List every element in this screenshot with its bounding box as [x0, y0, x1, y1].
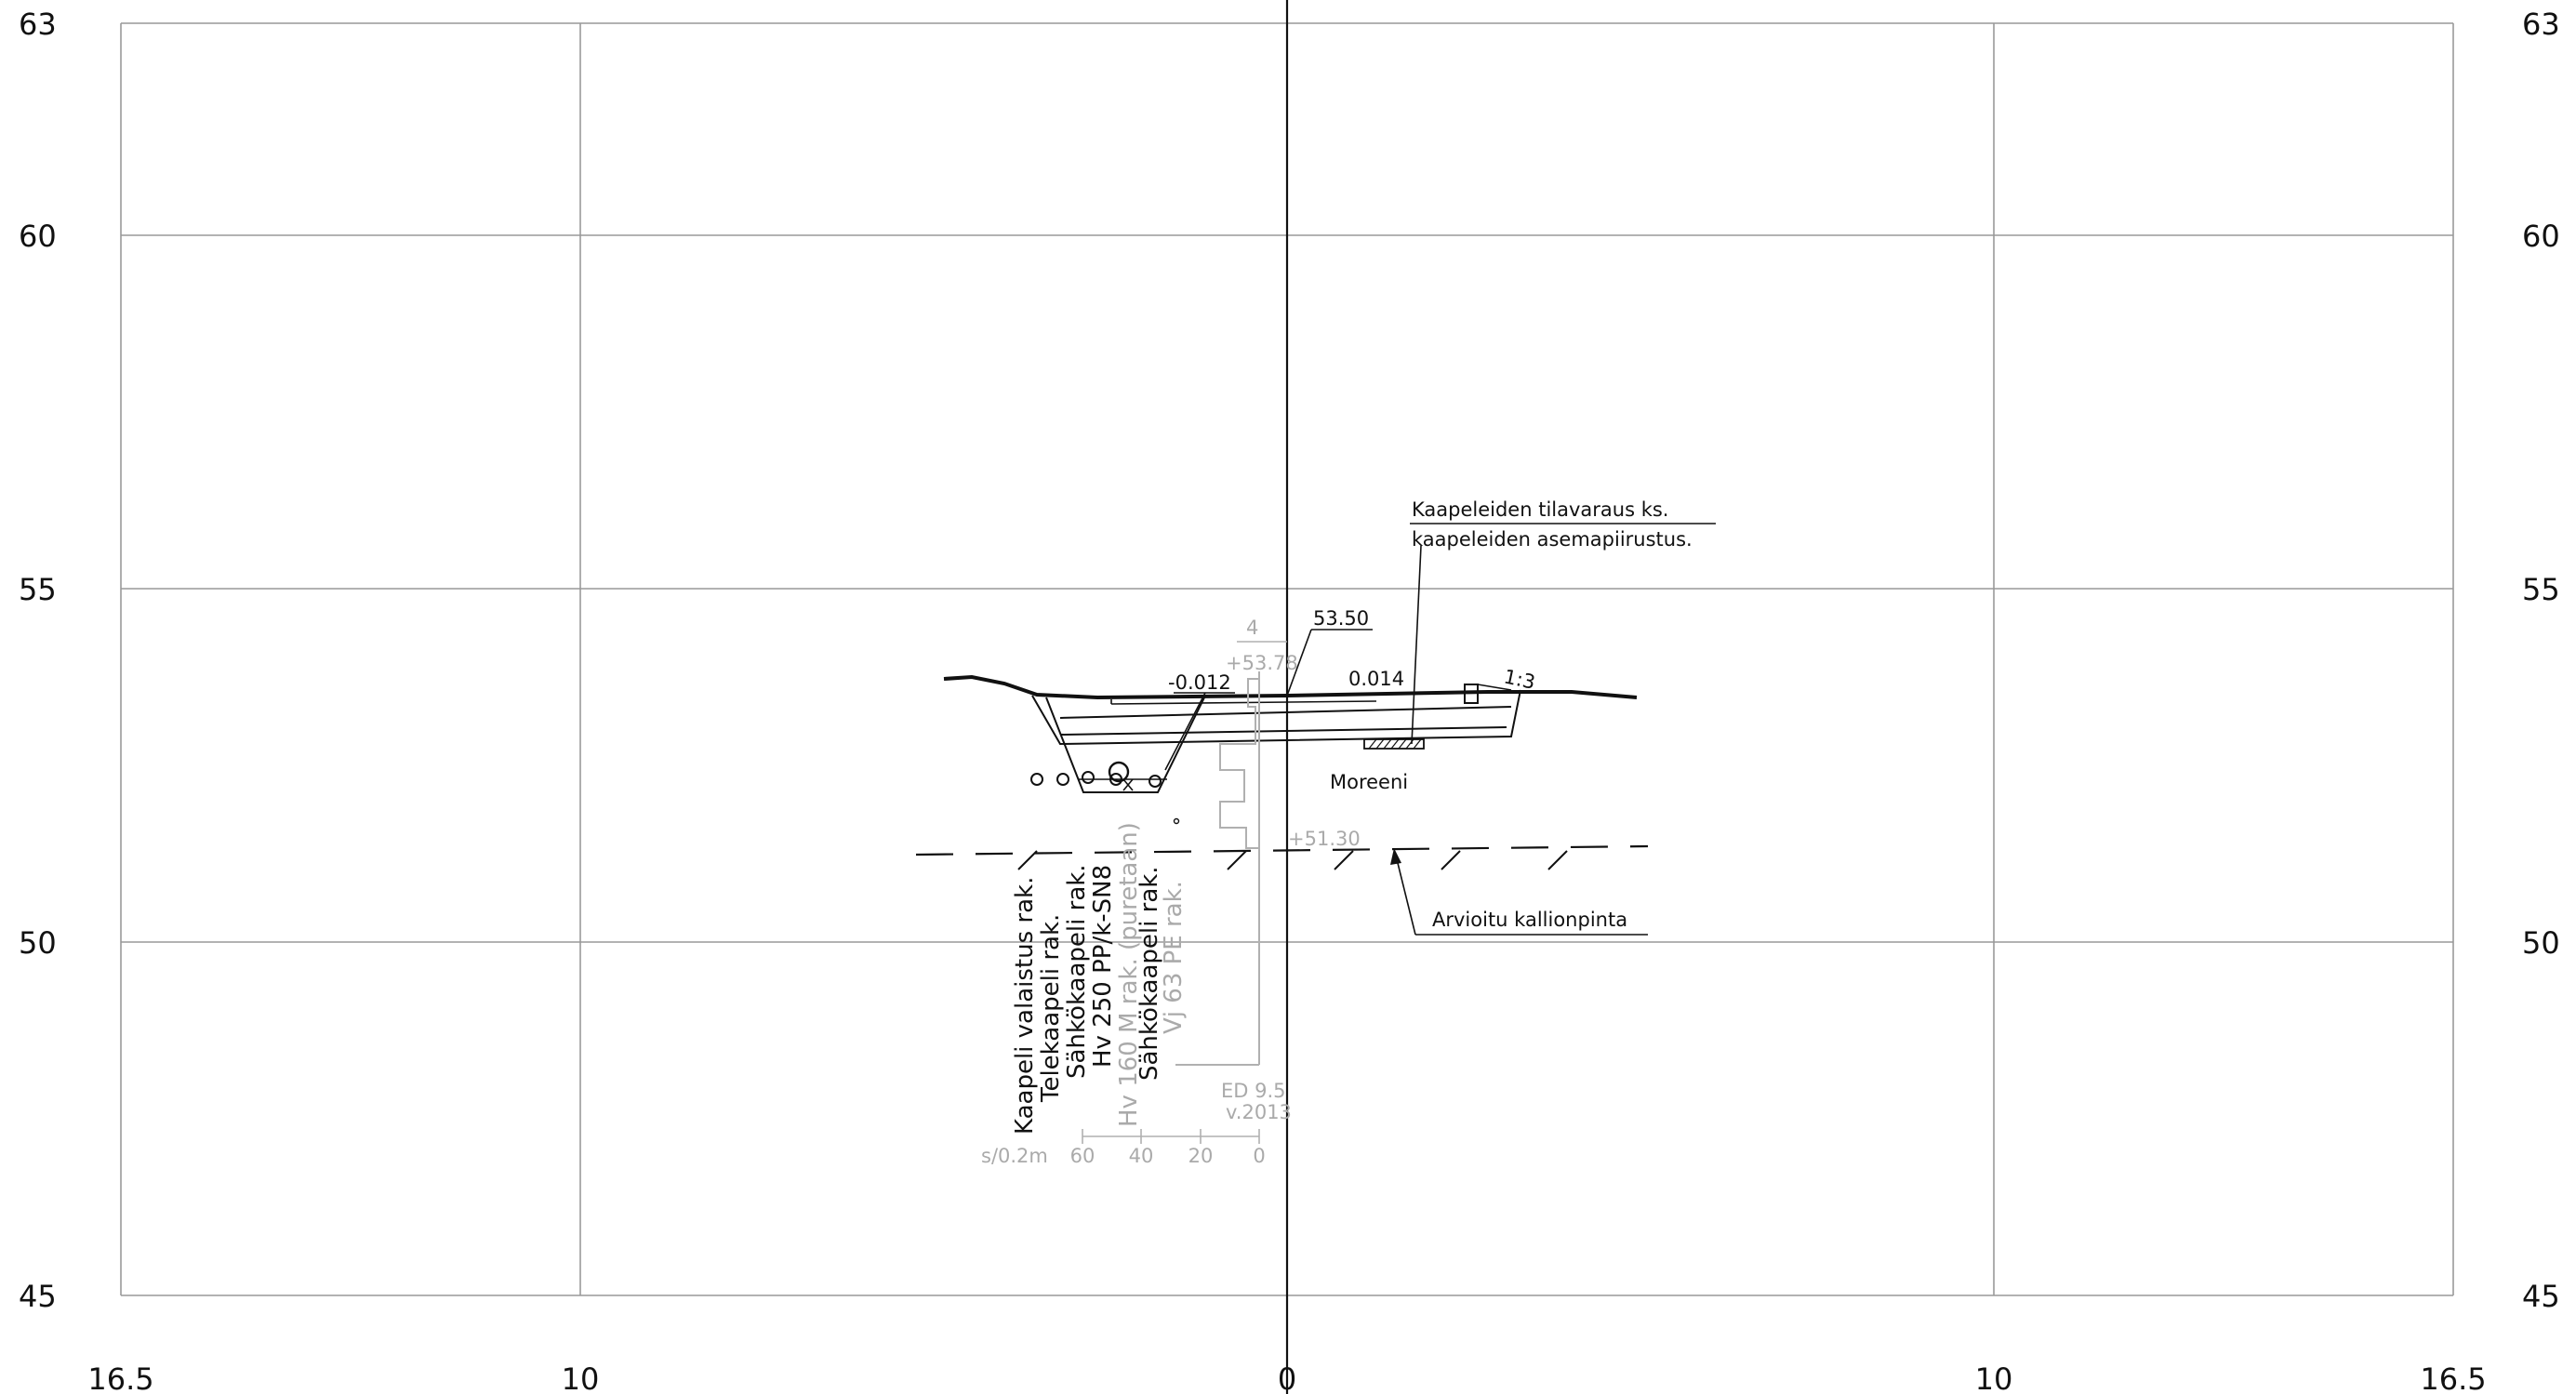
- rock-surface-line: [915, 844, 1649, 870]
- cable-reservation-note: Kaapeleiden tilavaraus ks. kaapeleiden a…: [1410, 498, 1716, 745]
- slope-left-label: -0.012: [1168, 671, 1231, 694]
- sounding-scale-tick: 0: [1253, 1145, 1265, 1167]
- rock-surface-label: Arvioitu kallionpinta: [1432, 909, 1627, 931]
- y-tick-label: 50: [2522, 925, 2560, 961]
- x-tick-label: 10: [1975, 1361, 2013, 1394]
- x-tick-label: 16.5: [87, 1361, 153, 1394]
- rock-surface-note: Arvioitu kallionpinta: [1390, 848, 1648, 936]
- cable-reservation-block: [1363, 738, 1425, 750]
- y-tick-label: 60: [19, 219, 57, 254]
- ground-elevation-label: +53.78: [1226, 652, 1298, 674]
- utility-pipe: [1082, 771, 1095, 784]
- sounding-scale-tick: 40: [1129, 1145, 1154, 1167]
- utility-label: Hv 160 M rak. (puretaan): [1115, 822, 1143, 1127]
- soil-label: Moreeni: [1330, 771, 1408, 793]
- cable-note-line2: kaapeleiden asemapiirustus.: [1412, 528, 1693, 551]
- x-axis: 16.5 10 0 10 16.5: [87, 1361, 2486, 1394]
- x-tick-label: 0: [1278, 1361, 1296, 1394]
- cable-note-line1: Kaapeleiden tilavaraus ks.: [1412, 498, 1669, 521]
- y-tick-label: 63: [19, 7, 57, 42]
- x-tick-label: 16.5: [2420, 1361, 2486, 1394]
- soil-sounding: 4 +53.78 +51.30 ED 9.5 v.2013 s/0.2m 60 …: [981, 617, 1361, 1167]
- x-tick-label: 10: [562, 1361, 600, 1394]
- sounding-year: v.2013: [1226, 1101, 1292, 1123]
- cable-trench: [1030, 697, 1205, 825]
- utility-label: Kaapeli valaistus rak.: [1011, 877, 1039, 1135]
- top-elevation-label: 53.50: [1313, 607, 1369, 630]
- utility-label: Vj 63 PE rak.: [1160, 881, 1188, 1034]
- y-axis-right: 63 60 55 50 45: [2522, 7, 2560, 1314]
- utility-pipe: [1030, 773, 1043, 786]
- utility-pipe: [1108, 761, 1130, 783]
- y-tick-label: 45: [2522, 1279, 2560, 1314]
- y-tick-label: 60: [2522, 219, 2560, 254]
- y-axis-left: 63 60 55 50 45: [19, 7, 57, 1314]
- sounding-top-tick: 4: [1246, 617, 1258, 639]
- ground-surface-line: [943, 674, 1638, 700]
- utility-pipe: [1109, 773, 1122, 786]
- y-tick-label: 45: [19, 1279, 57, 1314]
- utility-label: Telekaapeli rak.: [1037, 914, 1065, 1103]
- road-structure: [1031, 684, 1521, 746]
- slope-right-label: 0.014: [1348, 668, 1404, 690]
- elevation-annotations: 53.50 -0.012 0.014 1:3: [1164, 607, 1537, 771]
- sounding-scale-tick: 60: [1070, 1145, 1095, 1167]
- rock-elevation-label: +51.30: [1288, 828, 1361, 850]
- y-tick-label: 50: [19, 925, 57, 961]
- y-tick-label: 55: [2522, 572, 2560, 607]
- arrowhead: [1390, 848, 1401, 865]
- sounding-scale-label: s/0.2m: [981, 1145, 1048, 1167]
- sounding-id: ED 9.5: [1221, 1080, 1286, 1102]
- y-tick-label: 55: [19, 572, 57, 607]
- sounding-scale-tick: 20: [1188, 1145, 1214, 1167]
- utility-label: Sähkökaapeli rak.: [1135, 866, 1163, 1081]
- utility-label: Sähkökaapeli rak.: [1063, 864, 1091, 1079]
- utility-pipe: [1149, 775, 1162, 788]
- utility-pipe: [1056, 773, 1069, 786]
- utility-label: Hv 250 PP/k-SN8: [1089, 865, 1117, 1068]
- y-tick-label: 63: [2522, 7, 2560, 42]
- utility-labels: Kaapeli valaistus rak. Telekaapeli rak. …: [1011, 822, 1188, 1135]
